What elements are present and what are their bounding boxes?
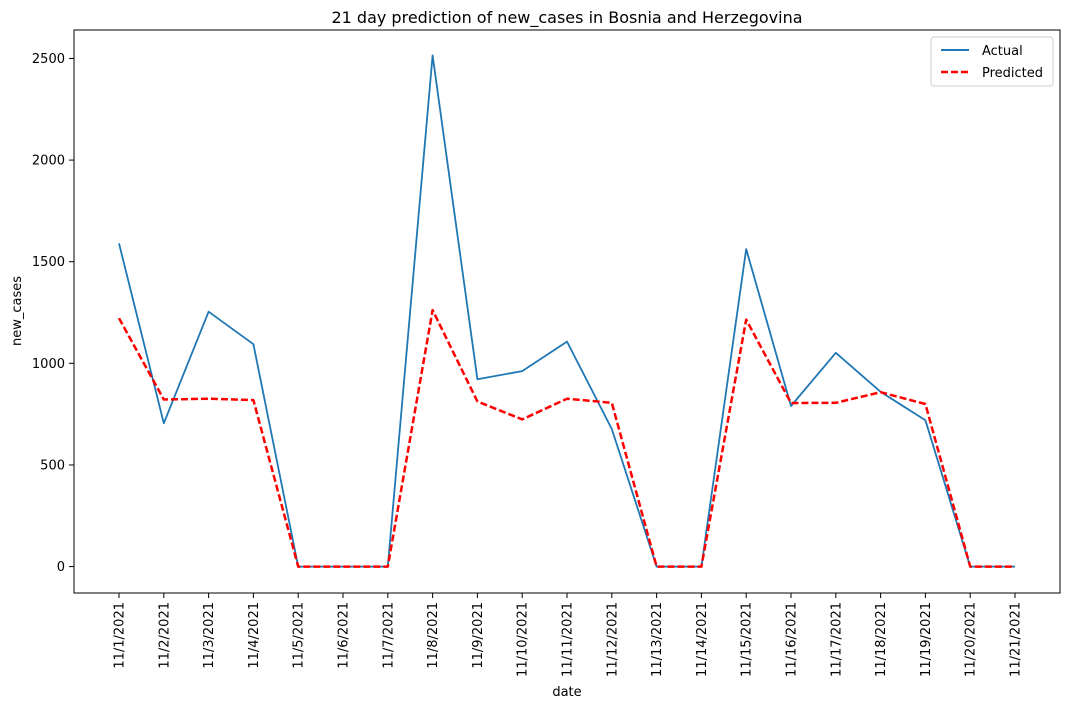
- y-axis: 0 500 1000 1500 2000 2500: [32, 52, 74, 575]
- y-tick-label: 2000: [32, 154, 65, 169]
- legend-label-actual: Actual: [982, 44, 1023, 59]
- x-tick-label: 11/2/2021: [157, 602, 172, 669]
- y-tick-label: 1000: [32, 357, 65, 372]
- x-tick-label: 11/17/2021: [829, 602, 844, 677]
- legend: Actual Predicted: [930, 36, 1054, 87]
- series-line-predicted: [117, 308, 1015, 568]
- x-tick-label: 11/16/2021: [785, 602, 800, 677]
- x-tick-label: 11/10/2021: [516, 602, 531, 677]
- x-tick-label: 11/13/2021: [650, 602, 665, 677]
- legend-label-predicted: Predicted: [982, 66, 1043, 81]
- series-lines: [117, 54, 1015, 568]
- x-tick-label: 11/9/2021: [471, 602, 486, 669]
- plot-area: [73, 29, 1061, 594]
- x-tick-label: 11/18/2021: [874, 602, 889, 677]
- chart-title: 21 day prediction of new_cases in Bosnia…: [331, 8, 802, 28]
- x-tick-label: 11/15/2021: [740, 602, 755, 677]
- x-axis: 11/1/2021 11/2/2021 11/3/2021 11/4/2021 11/5…: [113, 593, 1024, 677]
- y-tick-label: 2500: [32, 52, 65, 67]
- x-tick-label: 11/12/2021: [605, 602, 620, 677]
- y-axis-label: new_cases: [10, 276, 25, 346]
- y-tick-label: 1500: [32, 255, 65, 270]
- x-tick-label: 11/1/2021: [113, 602, 128, 669]
- x-tick-label: 11/11/2021: [561, 602, 576, 677]
- series-line-actual: [118, 54, 1015, 568]
- x-tick-label: 11/3/2021: [202, 602, 217, 669]
- x-tick-label: 11/14/2021: [695, 602, 710, 677]
- x-tick-label: 11/21/2021: [1009, 602, 1024, 677]
- x-tick-label: 11/5/2021: [292, 602, 307, 669]
- x-axis-label: date: [552, 685, 581, 700]
- x-tick-label: 11/6/2021: [337, 602, 352, 669]
- x-tick-label: 11/19/2021: [919, 602, 934, 677]
- x-tick-label: 11/8/2021: [426, 602, 441, 669]
- y-tick-label: 500: [40, 458, 65, 473]
- x-tick-label: 11/4/2021: [247, 602, 262, 669]
- y-tick-label: 0: [57, 560, 65, 575]
- x-tick-label: 11/20/2021: [964, 602, 979, 677]
- x-tick-label: 11/7/2021: [381, 602, 396, 669]
